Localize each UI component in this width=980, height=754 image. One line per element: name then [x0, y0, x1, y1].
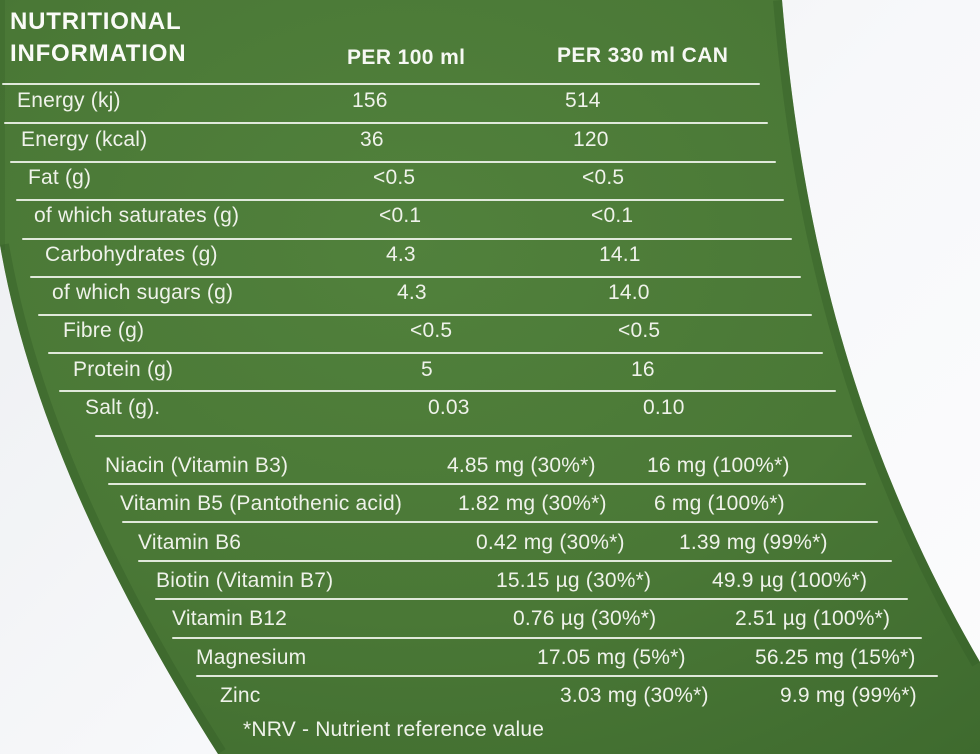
row-label: Carbohydrates (g): [45, 243, 218, 266]
divider-line: [30, 276, 801, 278]
value-per-100ml: 4.85 mg (30%*): [447, 454, 596, 477]
value-per-100ml: 4.3: [397, 281, 427, 304]
value-per-100ml: 156: [352, 89, 388, 112]
divider-line: [2, 83, 760, 85]
page-title: NUTRITIONAL INFORMATION: [10, 6, 186, 70]
value-per-330ml: 120: [573, 128, 609, 151]
value-per-330ml: 1.39 mg (99%*): [679, 531, 828, 554]
divider-line: [48, 352, 823, 354]
row-label: Niacin (Vitamin B3): [105, 454, 289, 477]
divider-line: [22, 238, 792, 240]
value-per-100ml: 0.03: [428, 396, 470, 419]
divider-line: [196, 675, 938, 677]
row-label: Fibre (g): [63, 319, 145, 342]
value-per-100ml: 0.42 mg (30%*): [476, 531, 625, 554]
row-label: Energy (kj): [17, 89, 121, 112]
value-per-100ml: 36: [360, 128, 384, 151]
row-label: Energy (kcal): [21, 128, 148, 151]
value-per-330ml: 14.1: [599, 243, 641, 266]
value-per-100ml: <0.5: [410, 319, 453, 342]
divider-line: [122, 521, 878, 523]
divider-line: [4, 122, 768, 124]
divider-line: [172, 637, 922, 639]
row-label: Zinc: [220, 684, 261, 707]
divider-line: [16, 199, 784, 201]
column-header-per-330ml: PER 330 ml CAN: [557, 44, 729, 67]
divider-line: [138, 560, 892, 562]
value-per-330ml: <0.5: [618, 319, 661, 342]
title-line-1: NUTRITIONAL: [10, 8, 182, 35]
divider-line: [155, 598, 908, 600]
divider-line: [10, 161, 776, 163]
row-label: Salt (g).: [85, 396, 161, 419]
value-per-100ml: 3.03 mg (30%*): [560, 684, 709, 707]
row-label: Protein (g): [73, 358, 174, 381]
divider-line: [38, 314, 812, 316]
column-header-per-100ml: PER 100 ml: [347, 46, 466, 69]
value-per-330ml: 2.51 µg (100%*): [735, 607, 891, 630]
value-per-100ml: 4.3: [386, 243, 416, 266]
value-per-330ml: 514: [565, 89, 601, 112]
nrv-footnote: *NRV - Nutrient reference value: [243, 718, 545, 741]
row-label: Vitamin B5 (Pantothenic acid): [120, 492, 403, 515]
row-label: of which saturates (g): [34, 204, 240, 227]
value-per-330ml: <0.1: [591, 204, 634, 227]
row-label: Biotin (Vitamin B7): [156, 569, 334, 592]
row-label: of which sugars (g): [52, 281, 234, 304]
divider-line: [95, 435, 852, 437]
title-line-2: INFORMATION: [10, 40, 187, 67]
value-per-100ml: 0.76 µg (30%*): [513, 607, 657, 630]
divider-line: [59, 390, 836, 392]
row-label: Magnesium: [196, 646, 307, 669]
value-per-100ml: 5: [421, 358, 433, 381]
value-per-330ml: 9.9 mg (99%*): [780, 684, 917, 707]
value-per-330ml: 16: [631, 358, 655, 381]
value-per-330ml: 0.10: [643, 396, 685, 419]
value-per-100ml: <0.5: [373, 166, 416, 189]
value-per-100ml: 17.05 mg (5%*): [537, 646, 686, 669]
value-per-330ml: 56.25 mg (15%*): [755, 646, 916, 669]
value-per-330ml: 16 mg (100%*): [647, 454, 790, 477]
value-per-330ml: 14.0: [608, 281, 650, 304]
row-label: Vitamin B6: [138, 531, 242, 554]
value-per-330ml: 49.9 µg (100%*): [712, 569, 868, 592]
value-per-100ml: 15.15 µg (30%*): [496, 569, 652, 592]
row-label: Vitamin B12: [172, 607, 288, 630]
value-per-330ml: 6 mg (100%*): [654, 492, 785, 515]
value-per-100ml: 1.82 mg (30%*): [458, 492, 607, 515]
divider-line: [108, 483, 866, 485]
value-per-330ml: <0.5: [582, 166, 625, 189]
value-per-100ml: <0.1: [379, 204, 422, 227]
row-label: Fat (g): [28, 166, 92, 189]
